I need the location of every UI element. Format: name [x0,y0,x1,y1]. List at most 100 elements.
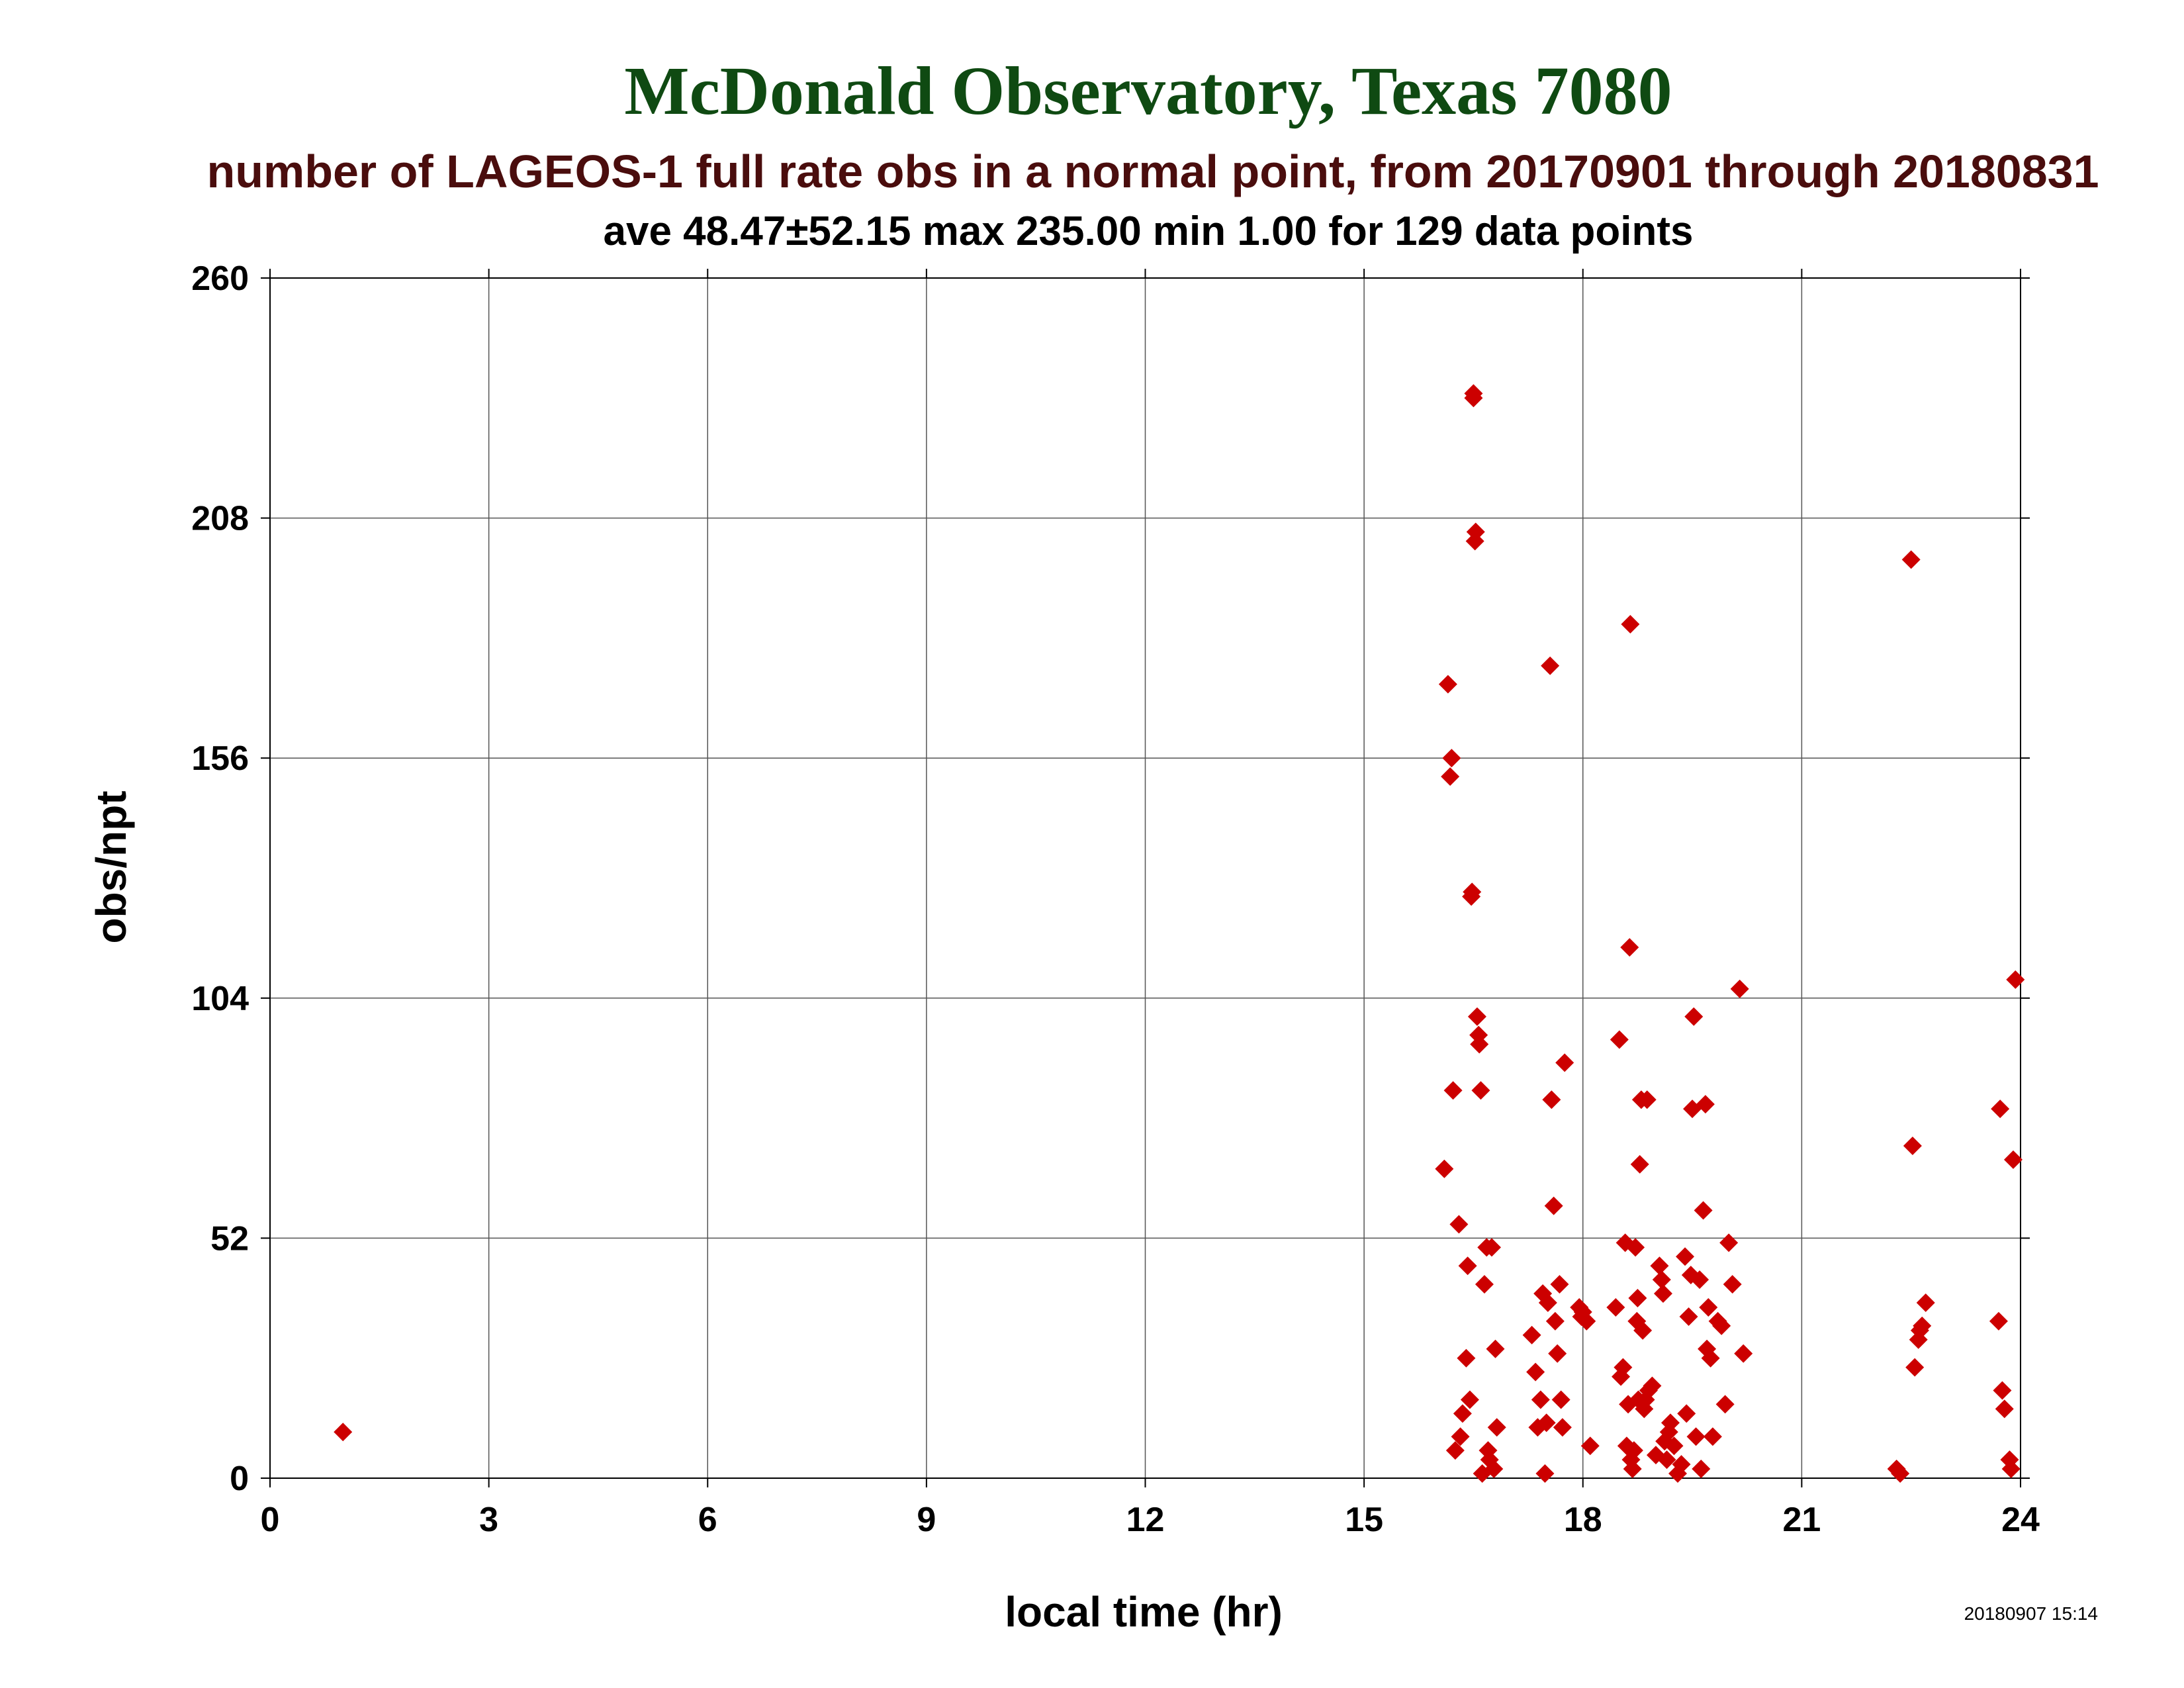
data-point [1451,1427,1470,1446]
data-point [1712,1316,1731,1335]
data-point [1482,1238,1501,1257]
data-point [1703,1427,1722,1446]
y-tick-label: 104 [191,980,249,1018]
y-tick-label: 260 [191,259,249,298]
data-point [1677,1404,1696,1423]
data-point [1686,1427,1706,1446]
data-point [1551,1390,1570,1409]
data-point [1715,1395,1735,1414]
data-points [334,384,2025,1483]
chart-title: McDonald Observatory, Texas 7080 [624,53,1672,129]
data-point [1475,1275,1494,1294]
data-point [1458,1256,1477,1276]
x-tick-label: 0 [261,1501,280,1539]
data-point [1684,1007,1704,1026]
data-point [1672,1455,1691,1474]
data-point [1464,389,1483,408]
data-point [1661,1413,1680,1432]
data-point [1630,1154,1649,1174]
data-point [1993,1381,2012,1400]
data-point [1484,1460,1504,1479]
data-point [1553,1418,1572,1437]
x-axis-label: local time (hr) [1005,1588,1283,1636]
data-point [1470,1035,1489,1054]
data-point [1471,1081,1490,1100]
data-point [1441,767,1460,786]
data-point [1537,1413,1556,1432]
data-point [1460,1390,1479,1409]
data-point [1633,1321,1653,1340]
data-point [1699,1297,1718,1317]
data-point [1548,1344,1567,1363]
data-point [1610,1030,1629,1049]
data-point [1679,1307,1698,1326]
data-point [1544,1196,1563,1215]
y-tick-label: 156 [191,739,249,778]
data-point [1696,1095,1715,1114]
data-point [1916,1293,1935,1313]
data-point [1650,1256,1669,1276]
data-point [1531,1390,1550,1409]
data-point [2003,1150,2023,1169]
data-point [1621,614,1640,633]
x-tick-label: 21 [1782,1501,1821,1539]
data-point [2001,1460,2021,1479]
data-point [1487,1418,1506,1437]
data-point [1901,550,1921,569]
chart-subtitle: number of LAGEOS-1 full rate obs in a no… [206,146,2099,197]
data-point [1449,1215,1469,1234]
x-tick-label: 6 [698,1501,717,1539]
y-tick-label: 0 [230,1460,249,1498]
axis-ticks: 0 3 6 9 12 15 18 21 24 0 52 104 156 208 260 [191,259,2040,1539]
data-point [1522,1325,1541,1344]
y-tick-label: 208 [191,500,249,538]
data-point [1723,1275,1742,1294]
data-point [1626,1238,1645,1257]
data-point [1623,1460,1642,1479]
data-point [1734,1344,1753,1363]
data-point [1606,1297,1625,1317]
data-point [1652,1270,1671,1289]
data-point [1577,1311,1596,1331]
data-point [1730,979,1749,998]
data-point [1664,1436,1684,1456]
data-point [1442,749,1461,768]
data-point [1991,1100,2010,1119]
data-point [1624,1441,1643,1460]
data-point [1580,1436,1600,1456]
x-tick-label: 3 [479,1501,498,1539]
data-point [1445,1441,1465,1460]
data-point [1620,938,1639,957]
data-point [2006,970,2025,989]
x-tick-label: 12 [1126,1501,1165,1539]
data-point [1657,1450,1676,1470]
y-tick-label: 52 [210,1219,249,1258]
data-point [1913,1316,1932,1335]
data-point [1614,1358,1633,1377]
data-point [1905,1358,1925,1377]
data-point [1466,522,1485,541]
data-point [1435,1159,1454,1178]
data-point [1542,1090,1561,1109]
data-point [1550,1275,1569,1294]
data-point [1637,1090,1657,1109]
data-point [1701,1348,1720,1368]
data-point [1694,1201,1713,1220]
timestamp: 20180907 15:14 [1964,1603,2098,1624]
data-point [1692,1460,1711,1479]
x-tick-label: 9 [917,1501,936,1539]
data-point [334,1423,353,1442]
data-point [1891,1464,1910,1483]
data-point [1719,1233,1739,1252]
data-point [1526,1362,1545,1382]
data-point [1995,1399,2014,1419]
data-point [1443,1081,1463,1100]
x-tick-label: 15 [1345,1501,1383,1539]
data-point [1453,1404,1472,1423]
chart-stats: ave 48.47±52.15 max 235.00 min 1.00 for … [604,209,1694,254]
x-tick-label: 18 [1564,1501,1602,1539]
data-point [1438,675,1457,694]
data-point [1628,1289,1647,1308]
